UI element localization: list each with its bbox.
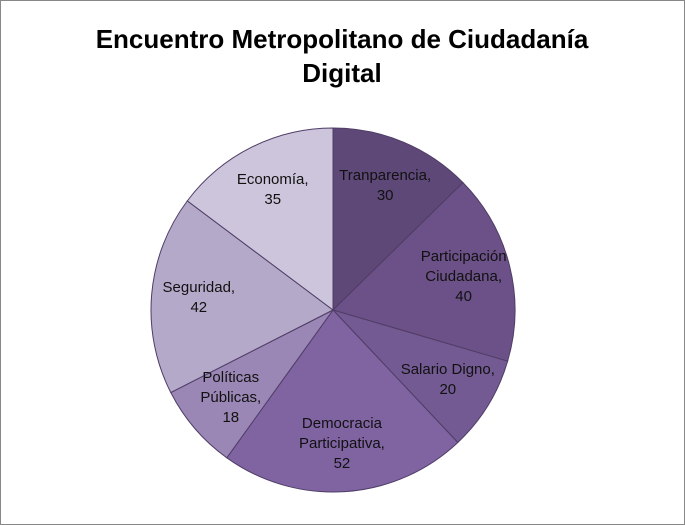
- label-category: Democracia Participativa,: [298, 415, 385, 453]
- label-category: Participación Ciudadana,: [420, 248, 507, 286]
- pie-slice: [332, 181, 516, 362]
- pie-slice: [331, 309, 509, 444]
- pie-slice: [186, 127, 334, 311]
- label-category: Economía,: [236, 170, 309, 188]
- label-value: 42: [190, 299, 208, 317]
- pie-slice: [150, 200, 334, 394]
- data-label: Salario Digno, 20: [388, 360, 508, 400]
- chart-title: Encuentro Metropolitano de Ciudadanía Di…: [95, 24, 589, 88]
- label-value: 18: [222, 408, 240, 426]
- label-value: 35: [264, 190, 282, 208]
- label-value: 20: [439, 381, 457, 399]
- label-category: Tranparencia,: [339, 166, 432, 184]
- data-label: Tranparencia, 30: [325, 166, 445, 206]
- data-label: Políticas Públicas, 18: [171, 368, 291, 428]
- label-category: Políticas Públicas,: [200, 368, 262, 406]
- data-label: Participación Ciudadana, 40: [404, 247, 524, 307]
- label-value: 30: [376, 186, 394, 204]
- data-label: Economía, 35: [213, 170, 333, 210]
- pie-slice: [332, 127, 464, 312]
- data-label: Seguridad, 42: [139, 278, 259, 318]
- pie-slice: [226, 309, 459, 493]
- label-value: 52: [333, 455, 351, 473]
- label-category: Salario Digno,: [400, 361, 495, 379]
- label-value: 40: [455, 288, 472, 306]
- label-category: Seguridad,: [162, 279, 236, 297]
- data-label: Democracia Participativa, 52: [282, 414, 402, 474]
